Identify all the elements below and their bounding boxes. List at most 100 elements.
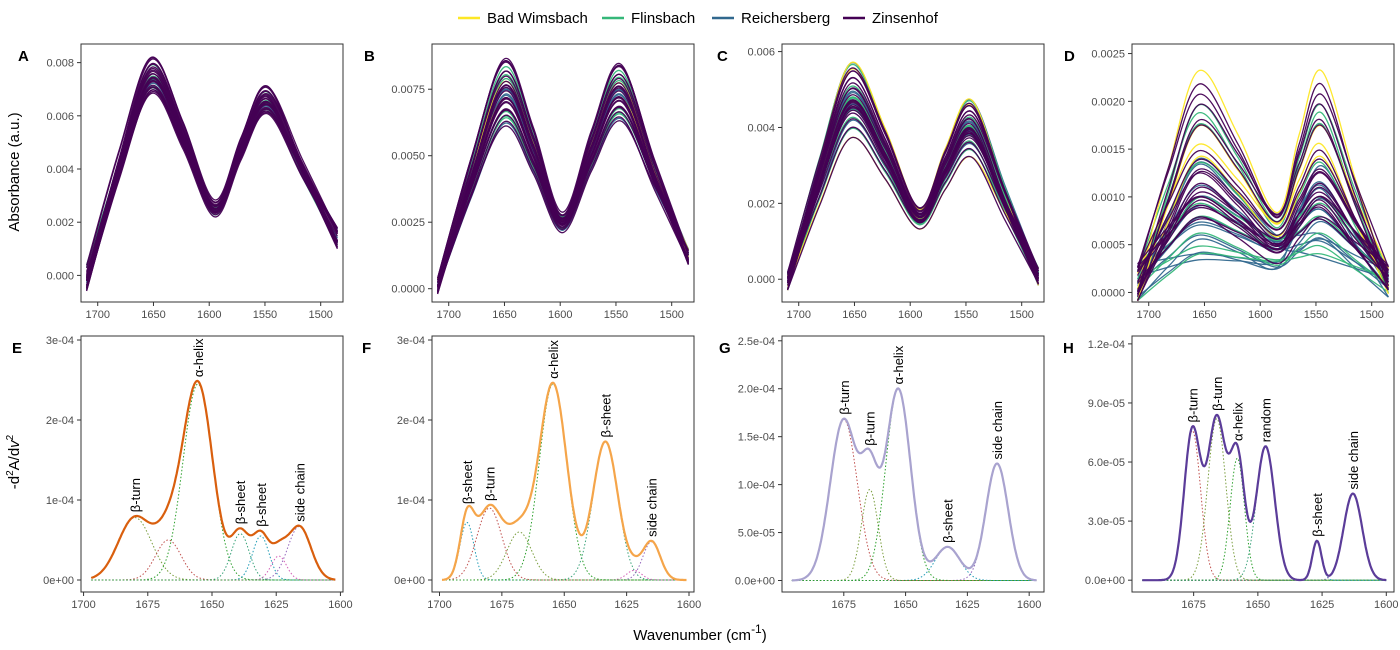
- spectrum-line: [85, 71, 338, 280]
- spectrum-line: [85, 89, 338, 279]
- legend-entry: Flinsbach: [602, 10, 695, 27]
- spectrum-line: [85, 91, 338, 289]
- spectrum-line: [1137, 170, 1389, 302]
- band-annotation: β-sheet: [1310, 493, 1325, 537]
- spectrum-line: [436, 108, 689, 281]
- legend: Bad Wimsbach Flinsbach Reichersberg Zinsenh…: [458, 10, 939, 27]
- spectrum-line: [436, 100, 689, 288]
- band-component: [442, 507, 687, 581]
- x-tick-label: 1500: [1359, 309, 1383, 321]
- y-tick-label: 1.2e-04: [1088, 339, 1125, 351]
- panel-d: D 1700 1650 1600 1550 1500 0.0000 0.0005 0.0010 0…: [1064, 43, 1395, 321]
- spectrum-line: [85, 75, 338, 287]
- y-axis-title-bottom: -d2A/dv2: [5, 434, 23, 489]
- band-component: [442, 541, 687, 581]
- band-annotation: β-turn: [482, 467, 497, 501]
- panel-b: B 1700 1650 1600 1550 1500 0.0000 0.0025 0.0050 0…: [364, 43, 695, 321]
- x-tick-label: 1600: [1374, 599, 1398, 611]
- spectrum-line: [85, 87, 338, 276]
- spectrum-line: [1137, 244, 1389, 293]
- y-tick-label: 0.0075: [391, 84, 425, 96]
- spectrum-line: [786, 106, 1039, 286]
- band-annotation: side chain: [1346, 431, 1361, 490]
- x-tick-label: 1500: [308, 309, 332, 321]
- spectrum-line: [436, 96, 690, 286]
- panel-h: H 1675 1650 1625 1600 0.0e+00 3.0e-05 6.0e-05 9.…: [1063, 335, 1399, 611]
- spectrum-line: [85, 66, 338, 290]
- band-annotation: side chain: [990, 401, 1005, 460]
- y-tick-label: 0.008: [46, 58, 74, 70]
- spectrum-line: [85, 80, 338, 288]
- x-tick-label: 1500: [659, 309, 683, 321]
- x-tick-label: 1550: [954, 309, 978, 321]
- spectrum-line: [1136, 124, 1389, 295]
- y-tick-label: 0.004: [747, 122, 775, 134]
- y-tick-label: 1.0e-04: [738, 480, 775, 492]
- panel-g: G 1675 1650 1625 1600 0.0e+00 5.0e-05 1.0e-04 1.…: [719, 335, 1045, 611]
- band-component: [91, 525, 336, 581]
- spectrum-line: [1136, 103, 1390, 293]
- x-tick-label: 1550: [604, 309, 628, 321]
- band-annotation: random: [1259, 398, 1274, 442]
- x-tick-label: 1625: [1310, 599, 1334, 611]
- spectrum-line: [1137, 186, 1389, 301]
- plot-area: [85, 56, 338, 292]
- spectrum-line: [436, 106, 689, 287]
- second-derivative-fit: [441, 381, 687, 582]
- x-tick-label: 1700: [786, 309, 810, 321]
- legend-label: Reichersberg: [741, 10, 830, 27]
- spectrum-line: [436, 96, 690, 292]
- band-component: [91, 555, 336, 581]
- y-title-italic: v: [6, 439, 23, 448]
- x-tick-label: 1675: [832, 599, 856, 611]
- spectrum-line: [85, 77, 338, 281]
- y-title-part: -d: [6, 476, 23, 489]
- panel-label: E: [12, 340, 22, 357]
- x-tick-label: 1650: [893, 599, 917, 611]
- band-component: [442, 569, 687, 581]
- spectrum-line: [85, 82, 338, 290]
- spectrum-line: [1136, 83, 1390, 283]
- x-tick-label: 1700: [1136, 309, 1160, 321]
- panel-border: [1131, 43, 1395, 303]
- spectrum-line: [786, 136, 1039, 291]
- x-tick-label: 1700: [71, 599, 95, 611]
- spectrum-line: [85, 80, 338, 281]
- x-tick-label: 1500: [1009, 309, 1033, 321]
- spectrum-line: [436, 84, 690, 286]
- band-annotation: β-turn: [1210, 377, 1225, 411]
- y-tick-label: 5.0e-05: [738, 528, 775, 540]
- band-annotation: α-helix: [1230, 402, 1245, 441]
- spectrum-line: [85, 84, 338, 274]
- panel-a: A 1700 1650 1600 1550 1500 0.000 0.002 0.004 0.00…: [18, 43, 344, 321]
- x-tick-label: 1675: [136, 599, 160, 611]
- x-tick-label: 1625: [955, 599, 979, 611]
- legend-entry: Zinsenhof: [843, 10, 939, 27]
- y-tick-label: 1e-04: [46, 495, 74, 507]
- spectrum-line: [85, 86, 338, 279]
- x-tick-label: 1650: [1192, 309, 1216, 321]
- y-tick-label: 0.002: [747, 198, 775, 210]
- band-component: [791, 546, 1037, 581]
- band-annotation: β-turn: [128, 478, 143, 512]
- x-tick-label: 1650: [1246, 599, 1270, 611]
- band-annotation: β-sheet: [233, 480, 248, 524]
- panel-c: C 1700 1650 1600 1550 1500 0.000 0.002 0.004 0.00…: [717, 43, 1045, 321]
- spectrum-line: [786, 77, 1039, 279]
- spectrum-line: [85, 73, 338, 286]
- x-tick-label: 1700: [436, 309, 460, 321]
- y-tick-label: 9.0e-05: [1088, 398, 1125, 410]
- spectrum-line: [1137, 196, 1389, 280]
- plot-area: [786, 61, 1040, 291]
- x-title-part: ): [762, 627, 767, 644]
- y-tick-label: 0.0000: [391, 284, 425, 296]
- x-tick-label: 1600: [677, 599, 701, 611]
- plot-area: [90, 379, 336, 581]
- panel-label: G: [719, 340, 731, 357]
- panel-label: A: [18, 48, 29, 65]
- second-derivative-fit: [791, 387, 1037, 582]
- spectrum-line: [436, 70, 690, 287]
- x-tick-label: 1650: [200, 599, 224, 611]
- band-component: [791, 488, 1037, 581]
- y-tick-label: 0.0e+00: [735, 575, 775, 587]
